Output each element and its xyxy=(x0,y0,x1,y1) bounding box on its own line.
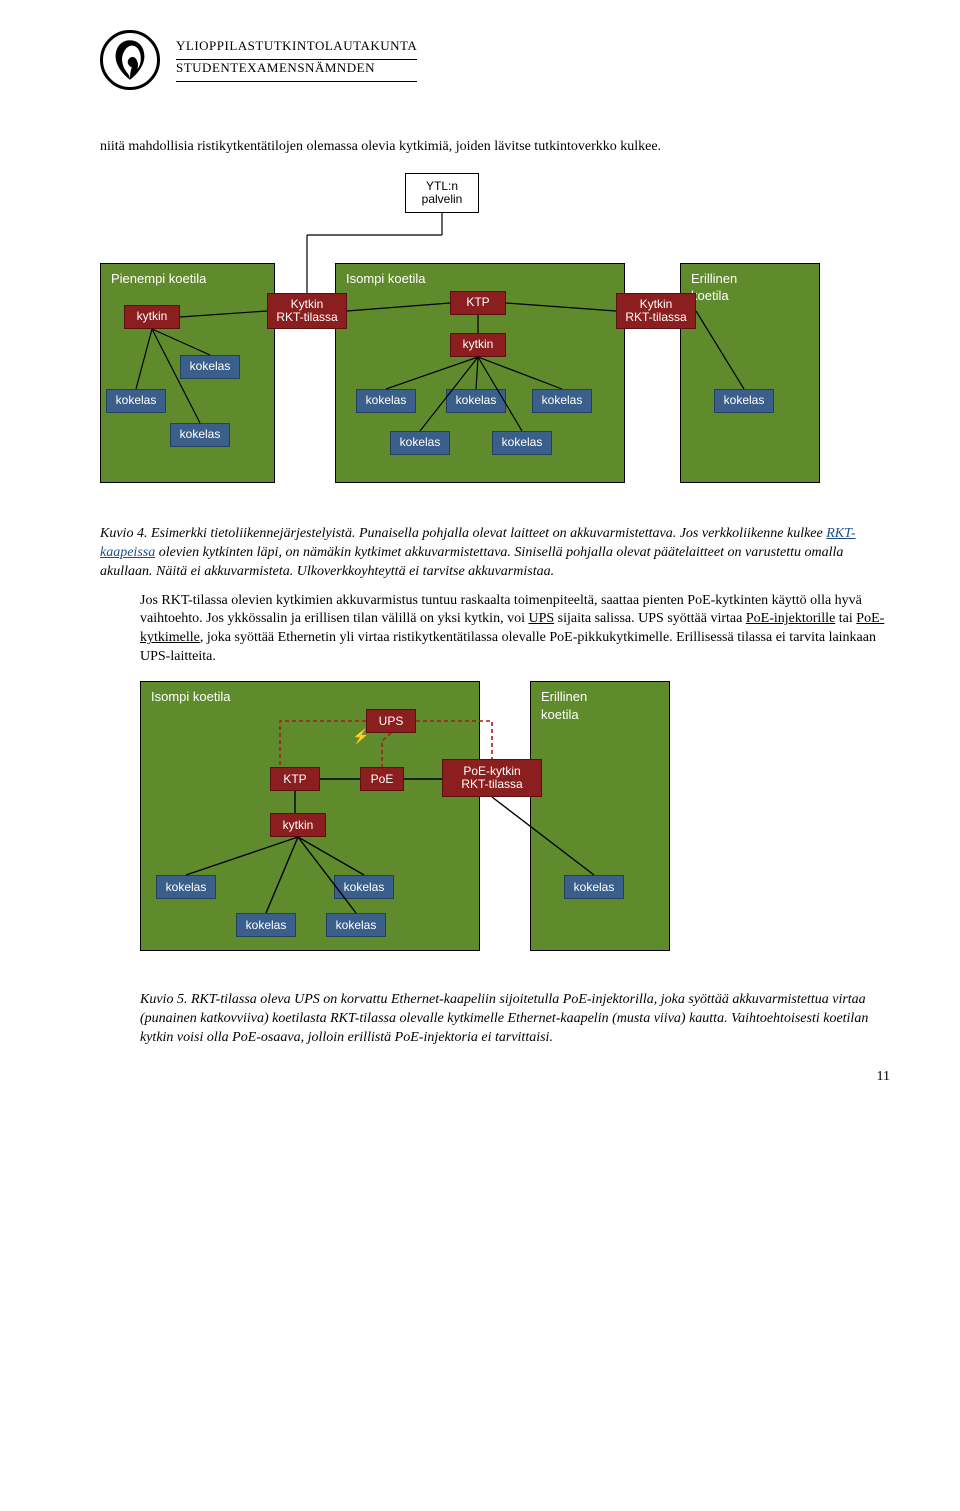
label-isompi: Isompi koetila xyxy=(346,270,425,288)
org-name-block: YLIOPPILASTUTKINTOLAUTAKUNTA STUDENTEXAM… xyxy=(176,38,417,82)
node-ktp: KTP xyxy=(450,291,506,315)
org-name-sv: STUDENTEXAMENSNÄMNDEN xyxy=(176,60,417,82)
document-header: YLIOPPILASTUTKINTOLAUTAKUNTA STUDENTEXAM… xyxy=(100,30,890,90)
node-pienempi-kokelas1: kokelas xyxy=(180,355,240,379)
d2-node-poe-kytkin: PoE-kytkin RKT-tilassa xyxy=(442,759,542,797)
org-logo xyxy=(100,30,160,90)
container-erillinen: Erillinen koetila xyxy=(680,263,820,483)
node-isompi-kok5: kokelas xyxy=(492,431,552,455)
page-number: 11 xyxy=(100,1068,890,1087)
d2-kok2: kokelas xyxy=(334,875,394,899)
node-pienempi-kytkin: kytkin xyxy=(124,305,180,329)
bp-link-poeinj[interactable]: PoE-injektorille xyxy=(746,611,835,626)
d2-label-isompi: Isompi koetila xyxy=(151,688,230,706)
node-kytkin-rkt-2: Kytkin RKT-tilassa xyxy=(616,293,696,329)
node-isompi-kok4: kokelas xyxy=(390,431,450,455)
node-isompi-kok1: kokelas xyxy=(356,389,416,413)
caption4-rest: olevien kytkinten läpi, on nämäkin kytki… xyxy=(100,545,843,579)
org-name-fi: YLIOPPILASTUTKINTOLAUTAKUNTA xyxy=(176,38,417,60)
node-isompi-kok3: kokelas xyxy=(532,389,592,413)
diagram-kuvio4: YTL:n palvelin Pienempi koetila kytkin k… xyxy=(100,173,890,513)
label-erillinen: Erillinen koetila xyxy=(691,270,737,305)
d2-node-ups: UPS xyxy=(366,709,416,733)
body-paragraph: Jos RKT-tilassa olevien kytkimien akkuva… xyxy=(140,592,890,668)
caption4-lead: Kuvio 4. Esimerkki tietoliikennejärjeste… xyxy=(100,526,826,541)
bp-t4: , joka syöttää Ethernetin yli virtaa ris… xyxy=(140,630,876,664)
node-isompi-kok2: kokelas xyxy=(446,389,506,413)
d2-kok5: kokelas xyxy=(564,875,624,899)
node-erillinen-kokelas: kokelas xyxy=(714,389,774,413)
bp-t2: sijaita salissa. UPS syöttää virtaa xyxy=(554,611,746,626)
node-pienempi-kokelas2: kokelas xyxy=(106,389,166,413)
d2-label-erillinen: Erillinen koetila xyxy=(541,688,587,723)
intro-paragraph: niitä mahdollisia ristikytkentätilojen o… xyxy=(100,138,890,157)
caption-kuvio5: Kuvio 5. RKT-tilassa oleva UPS on korvat… xyxy=(140,991,890,1048)
d2-node-ktp: KTP xyxy=(270,767,320,791)
d2-node-kytkin: kytkin xyxy=(270,813,326,837)
node-kytkin-rkt-1: Kytkin RKT-tilassa xyxy=(267,293,347,329)
label-pienempi: Pienempi koetila xyxy=(111,270,206,288)
d2-node-poe: PoE xyxy=(360,767,404,791)
caption-kuvio4: Kuvio 4. Esimerkki tietoliikennejärjeste… xyxy=(100,525,890,582)
node-ytl-palvelin: YTL:n palvelin xyxy=(405,173,479,213)
d2-container-erillinen: Erillinen koetila xyxy=(530,681,670,951)
diagram-kuvio5: Isompi koetila Erillinen koetila UPS KTP… xyxy=(140,681,890,981)
bp-t3: tai xyxy=(835,611,856,626)
d2-kok3: kokelas xyxy=(236,913,296,937)
d2-kok1: kokelas xyxy=(156,875,216,899)
bolt-icon: ⚡ xyxy=(352,729,369,748)
node-isompi-kytkin: kytkin xyxy=(450,333,506,357)
d2-kok4: kokelas xyxy=(326,913,386,937)
bp-link-ups[interactable]: UPS xyxy=(528,611,554,626)
node-pienempi-kokelas3: kokelas xyxy=(170,423,230,447)
